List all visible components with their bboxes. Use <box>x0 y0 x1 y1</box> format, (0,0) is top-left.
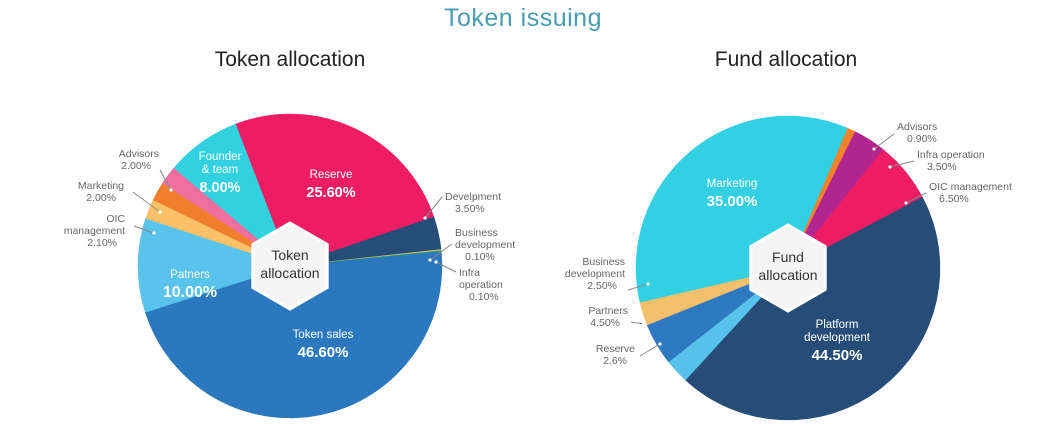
token-allocation-title: Token allocation <box>214 48 366 71</box>
leader-dot-develpment <box>423 216 427 220</box>
page-title: Token issuing <box>444 4 602 32</box>
slice-value-oic-management: 2.10% <box>87 237 117 249</box>
slice-label-business-development: development <box>565 268 625 280</box>
slice-value-patners: 10.00% <box>163 284 217 301</box>
leader-line-develpment <box>424 196 443 219</box>
leader-dot-infra-operation <box>888 165 892 169</box>
slice-value-business-development: 0.10% <box>465 251 495 263</box>
leader-dot-reserve <box>658 342 662 346</box>
pie-slice-founder-team <box>173 123 291 267</box>
center-label-line1: Fund <box>772 249 804 265</box>
fund-allocation-title: Fund allocation <box>714 48 858 71</box>
slice-label-marketing: Marketing <box>707 178 758 190</box>
slice-label-marketing: Marketing <box>78 180 124 192</box>
slice-value-platform-development: 44.50% <box>812 347 863 364</box>
leader-line-infra-operation <box>889 160 915 168</box>
pie-slice-marketing <box>635 115 848 303</box>
leader-dot-business-development <box>646 282 650 286</box>
slice-label-oic-management: OIC management <box>929 181 1012 193</box>
slice-label-oic-management: OIC <box>106 213 125 225</box>
slice-label-founder-team: & team <box>202 164 238 176</box>
center-hexagon <box>749 223 827 313</box>
slice-label-patners: Patners <box>170 269 210 281</box>
leader-line-infra-operation <box>435 261 457 273</box>
center-label-line2: allocation <box>758 267 817 283</box>
slice-label-advisors: Advisors <box>897 121 937 133</box>
leader-dot-infra-operation <box>434 260 438 264</box>
slice-value-marketing: 2.00% <box>86 192 116 204</box>
slice-label-infra-operation: operation <box>459 279 503 291</box>
slice-label-reserve: Reserve <box>310 169 353 181</box>
leader-line-partners <box>630 321 645 325</box>
leader-line-oic-management <box>905 192 927 204</box>
leader-dot-advisors <box>872 147 876 151</box>
leader-line-business-development <box>627 283 649 291</box>
slice-value-oic-management: 6.50% <box>939 193 969 205</box>
leader-dot-advisors <box>169 188 173 192</box>
slice-value-partners: 4.50% <box>590 317 620 329</box>
slice-value-marketing: 35.00% <box>707 193 758 210</box>
center-label-line2: allocation <box>260 265 319 281</box>
slice-label-oic-management: management <box>64 225 125 237</box>
slice-value-advisors: 2.00% <box>121 160 151 172</box>
slice-label-token-sales: Token sales <box>293 329 354 341</box>
slice-value-infra-operation: 0.10% <box>469 291 499 303</box>
slice-label-platform-development: Platform <box>816 319 859 331</box>
slice-value-develpment: 3.50% <box>455 203 485 215</box>
pie-slice-patners <box>137 218 291 313</box>
slice-label-business-development: development <box>455 239 515 251</box>
leader-line-business-development <box>429 243 453 261</box>
leader-dot-oic-management <box>152 231 156 235</box>
slice-value-founder-team: 8.00% <box>199 180 240 196</box>
slice-label-platform-development: development <box>804 332 871 344</box>
slice-label-advisors: Advisors <box>119 148 159 160</box>
slice-value-token-sales: 46.60% <box>298 344 349 361</box>
leader-dot-oic-management <box>904 201 908 205</box>
slice-label-infra-operation: Infra <box>459 267 480 279</box>
slice-value-advisors: 0.90% <box>907 133 937 145</box>
center-hexagon <box>251 221 329 311</box>
slice-label-infra-operation: Infra operation <box>917 149 985 161</box>
slice-label-reserve: Reserve <box>596 343 635 355</box>
slice-value-reserve: 2.6% <box>603 355 627 367</box>
leader-dot-business-development <box>428 258 432 262</box>
pie-slice-platform-development <box>685 196 941 421</box>
leader-line-advisors <box>159 169 172 191</box>
slice-label-business-development: Business <box>582 256 625 268</box>
pie-slice-token-sales <box>144 251 443 419</box>
center-label-line1: Token <box>271 247 308 263</box>
leader-line-marketing <box>132 191 161 213</box>
slice-value-reserve: 25.60% <box>306 185 355 201</box>
slice-label-partners: Partners <box>588 305 628 317</box>
slice-value-business-development: 2.50% <box>587 280 617 292</box>
slice-label-develpment: Develpment <box>445 191 501 203</box>
slice-label-founder-team: Founder <box>199 151 242 163</box>
leader-dot-marketing <box>158 210 162 214</box>
leader-line-reserve <box>639 343 661 357</box>
leader-line-advisors <box>873 133 895 150</box>
slice-label-business-development: Business <box>455 227 498 239</box>
leader-line-oic-management <box>133 225 155 234</box>
slice-value-infra-operation: 3.50% <box>927 161 957 173</box>
leader-dot-partners <box>642 322 646 326</box>
